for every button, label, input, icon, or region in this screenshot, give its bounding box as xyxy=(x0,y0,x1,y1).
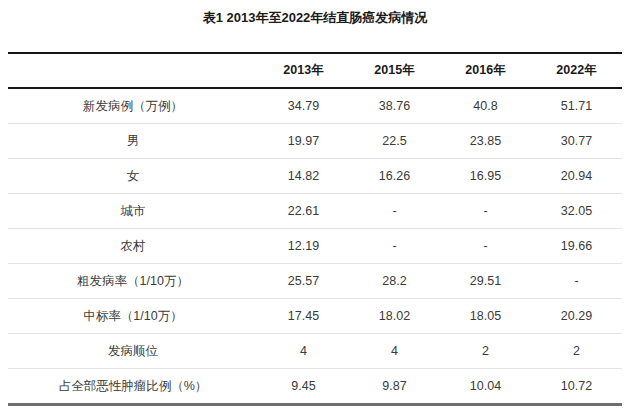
table-row: 中标率（1/10万）17.4518.0218.0520.29 xyxy=(8,299,622,334)
table-row: 粗发病率（1/10万）25.5728.229.51- xyxy=(8,264,622,299)
data-table: 2013年 2015年 2016年 2022年 新发病例（万例）34.7938.… xyxy=(8,52,622,406)
row-label: 城市 xyxy=(8,194,258,229)
cell-value: 20.29 xyxy=(531,299,622,334)
row-label: 新发病例（万例） xyxy=(8,88,258,124)
table-row: 城市22.61--32.05 xyxy=(8,194,622,229)
table-header: 2013年 2015年 2016年 2022年 xyxy=(8,53,622,88)
row-label: 农村 xyxy=(8,229,258,264)
cell-value: 19.66 xyxy=(531,229,622,264)
table-row: 发病顺位4422 xyxy=(8,334,622,369)
cell-value: - xyxy=(440,229,531,264)
cell-value: 2 xyxy=(440,334,531,369)
cell-value: 40.8 xyxy=(440,88,531,124)
cell-value: 17.45 xyxy=(258,299,349,334)
cell-value: 4 xyxy=(349,334,440,369)
table-row: 新发病例（万例）34.7938.7640.851.71 xyxy=(8,88,622,124)
column-header-2022: 2022年 xyxy=(531,53,622,88)
cell-value: 2 xyxy=(531,334,622,369)
cell-value: 29.51 xyxy=(440,264,531,299)
table-row: 农村12.19--19.66 xyxy=(8,229,622,264)
cell-value: 51.71 xyxy=(531,88,622,124)
cell-value: 4 xyxy=(258,334,349,369)
table-row: 占全部恶性肿瘤比例（%）9.459.8710.0410.72 xyxy=(8,369,622,405)
cell-value: 9.87 xyxy=(349,369,440,405)
table-caption: 表1 2013年至2022年结直肠癌发病情况 xyxy=(0,0,630,52)
cell-value: 34.79 xyxy=(258,88,349,124)
column-header-2015: 2015年 xyxy=(349,53,440,88)
cell-value: 12.19 xyxy=(258,229,349,264)
cell-value: 16.95 xyxy=(440,159,531,194)
cell-value: 23.85 xyxy=(440,124,531,159)
row-label: 中标率（1/10万） xyxy=(8,299,258,334)
cell-value: 28.2 xyxy=(349,264,440,299)
cell-value: - xyxy=(531,264,622,299)
cell-value: 9.45 xyxy=(258,369,349,405)
cell-value: 25.57 xyxy=(258,264,349,299)
cell-value: 22.61 xyxy=(258,194,349,229)
cell-value: 18.05 xyxy=(440,299,531,334)
column-header-empty xyxy=(8,53,258,88)
cell-value: 19.97 xyxy=(258,124,349,159)
row-label: 占全部恶性肿瘤比例（%） xyxy=(8,369,258,405)
table-body: 新发病例（万例）34.7938.7640.851.71男19.9722.523.… xyxy=(8,88,622,405)
cell-value: 20.94 xyxy=(531,159,622,194)
table-figure-page: 表1 2013年至2022年结直肠癌发病情况 2013年 2015年 2016年… xyxy=(0,0,630,415)
table-row: 女14.8216.2616.9520.94 xyxy=(8,159,622,194)
cell-value: 22.5 xyxy=(349,124,440,159)
cell-value: 10.72 xyxy=(531,369,622,405)
cell-value: 16.26 xyxy=(349,159,440,194)
cell-value: - xyxy=(349,229,440,264)
header-row: 2013年 2015年 2016年 2022年 xyxy=(8,53,622,88)
cell-value: 14.82 xyxy=(258,159,349,194)
column-header-2013: 2013年 xyxy=(258,53,349,88)
cell-value: 18.02 xyxy=(349,299,440,334)
cell-value: 32.05 xyxy=(531,194,622,229)
row-label: 粗发病率（1/10万） xyxy=(8,264,258,299)
row-label: 女 xyxy=(8,159,258,194)
cell-value: - xyxy=(440,194,531,229)
column-header-2016: 2016年 xyxy=(440,53,531,88)
table-row: 男19.9722.523.8530.77 xyxy=(8,124,622,159)
cell-value: 30.77 xyxy=(531,124,622,159)
cell-value: 10.04 xyxy=(440,369,531,405)
row-label: 发病顺位 xyxy=(8,334,258,369)
cell-value: 38.76 xyxy=(349,88,440,124)
cell-value: - xyxy=(349,194,440,229)
row-label: 男 xyxy=(8,124,258,159)
